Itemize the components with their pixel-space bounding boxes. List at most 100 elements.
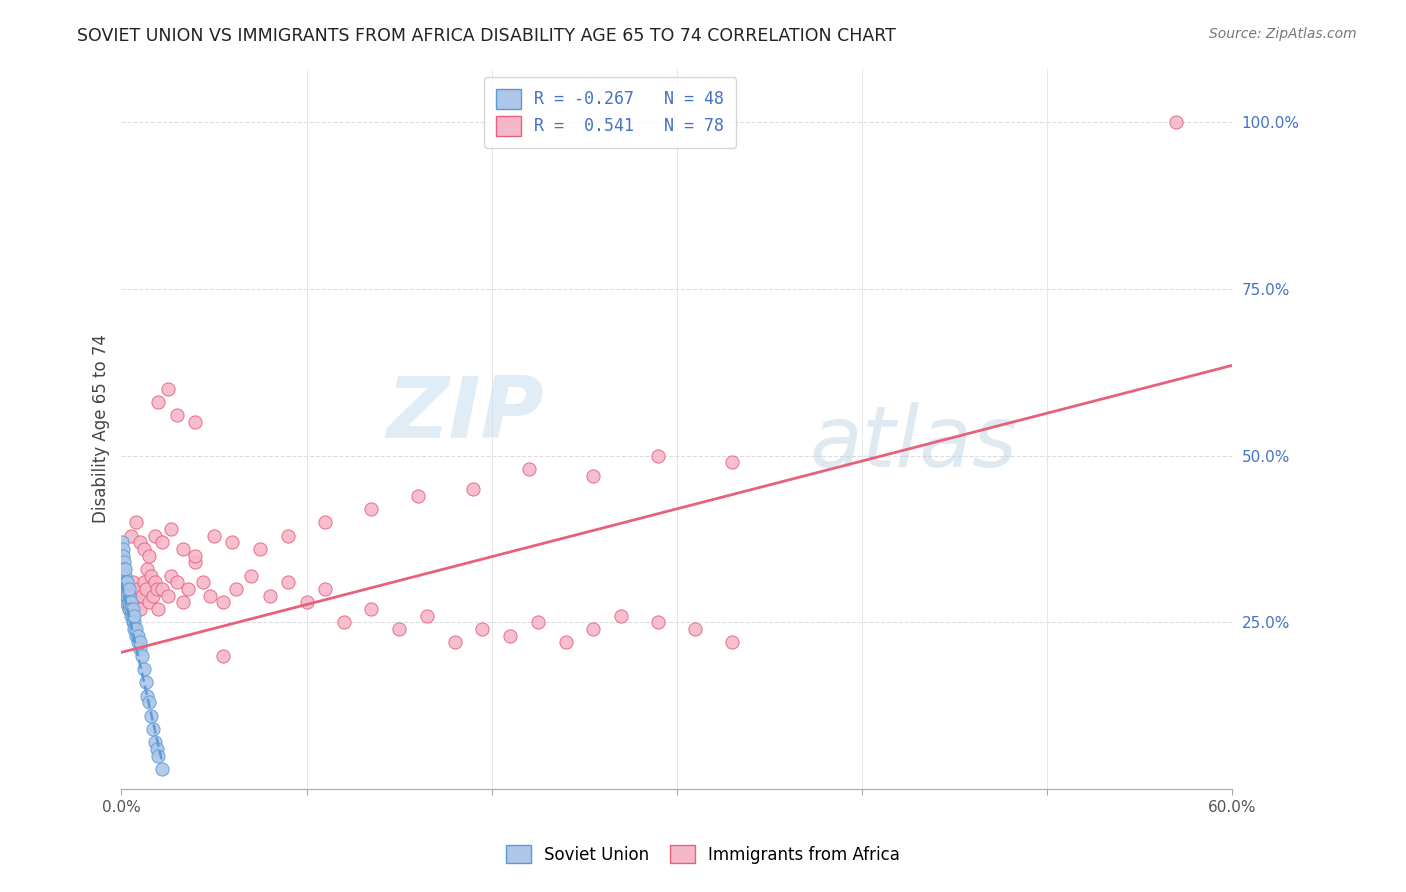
Point	[112, 549, 135, 563]
Point	[121, 608, 143, 623]
Point	[114, 568, 136, 582]
Point	[132, 541, 155, 556]
Point	[124, 608, 146, 623]
Point	[124, 589, 146, 603]
Text: atlas: atlas	[810, 401, 1018, 484]
Point	[314, 515, 336, 529]
Point	[112, 562, 135, 576]
Point	[127, 635, 149, 649]
Point	[118, 602, 141, 616]
Point	[115, 575, 138, 590]
Point	[172, 595, 194, 609]
Point	[647, 449, 669, 463]
Point	[125, 629, 148, 643]
Point	[148, 602, 170, 616]
Point	[225, 582, 247, 596]
Point	[124, 622, 146, 636]
Point	[184, 415, 207, 429]
Point	[191, 575, 214, 590]
Point	[200, 589, 222, 603]
Point	[129, 602, 152, 616]
Point	[139, 568, 162, 582]
Point	[184, 549, 207, 563]
Point	[114, 595, 136, 609]
Point	[112, 555, 135, 569]
Point	[138, 695, 160, 709]
Point	[721, 455, 744, 469]
Point	[134, 675, 156, 690]
Point	[136, 562, 159, 576]
Point	[177, 582, 200, 596]
Point	[118, 595, 141, 609]
Point	[112, 541, 135, 556]
Point	[143, 575, 166, 590]
Point	[136, 689, 159, 703]
Point	[406, 489, 429, 503]
Point	[156, 382, 179, 396]
Point	[131, 589, 153, 603]
Point	[259, 589, 281, 603]
Point	[416, 608, 439, 623]
Point	[202, 528, 225, 542]
Point	[150, 762, 173, 776]
Point	[132, 575, 155, 590]
Point	[114, 562, 136, 576]
Point	[112, 582, 135, 596]
Point	[118, 582, 141, 596]
Y-axis label: Disability Age 65 to 74: Disability Age 65 to 74	[93, 334, 110, 524]
Point	[115, 589, 138, 603]
Point	[132, 662, 155, 676]
Point	[332, 615, 354, 630]
Point	[115, 582, 138, 596]
Point	[134, 582, 156, 596]
Point	[131, 648, 153, 663]
Point	[471, 622, 494, 636]
Point	[295, 595, 318, 609]
Point	[143, 735, 166, 749]
Point	[166, 575, 188, 590]
Point	[249, 541, 271, 556]
Point	[127, 582, 149, 596]
Point	[461, 482, 484, 496]
Point	[360, 602, 382, 616]
Point	[127, 629, 149, 643]
Point	[138, 549, 160, 563]
Point	[121, 615, 143, 630]
Point	[240, 568, 263, 582]
Point	[120, 528, 142, 542]
Point	[148, 748, 170, 763]
Point	[115, 582, 138, 596]
Point	[142, 589, 165, 603]
Point	[118, 602, 141, 616]
Text: Source: ZipAtlas.com: Source: ZipAtlas.com	[1209, 27, 1357, 41]
Point	[115, 589, 138, 603]
Point	[212, 595, 235, 609]
Point	[582, 468, 605, 483]
Point	[118, 595, 141, 609]
Point	[125, 515, 148, 529]
Point	[499, 629, 522, 643]
Legend: R = -0.267   N = 48, R =  0.541   N = 78: R = -0.267 N = 48, R = 0.541 N = 78	[484, 77, 735, 147]
Point	[118, 589, 141, 603]
Point	[143, 528, 166, 542]
Point	[129, 635, 152, 649]
Point	[138, 595, 160, 609]
Point	[277, 575, 299, 590]
Legend: Soviet Union, Immigrants from Africa: Soviet Union, Immigrants from Africa	[499, 838, 907, 871]
Point	[388, 622, 411, 636]
Point	[114, 582, 136, 596]
Point	[124, 615, 146, 630]
Point	[129, 535, 152, 549]
Point	[156, 589, 179, 603]
Point	[115, 595, 138, 609]
Text: ZIP: ZIP	[385, 373, 543, 456]
Point	[527, 615, 550, 630]
Point	[721, 635, 744, 649]
Point	[683, 622, 706, 636]
Text: SOVIET UNION VS IMMIGRANTS FROM AFRICA DISABILITY AGE 65 TO 74 CORRELATION CHART: SOVIET UNION VS IMMIGRANTS FROM AFRICA D…	[77, 27, 896, 45]
Point	[139, 708, 162, 723]
Point	[277, 528, 299, 542]
Point	[582, 622, 605, 636]
Point	[120, 602, 142, 616]
Point	[121, 575, 143, 590]
